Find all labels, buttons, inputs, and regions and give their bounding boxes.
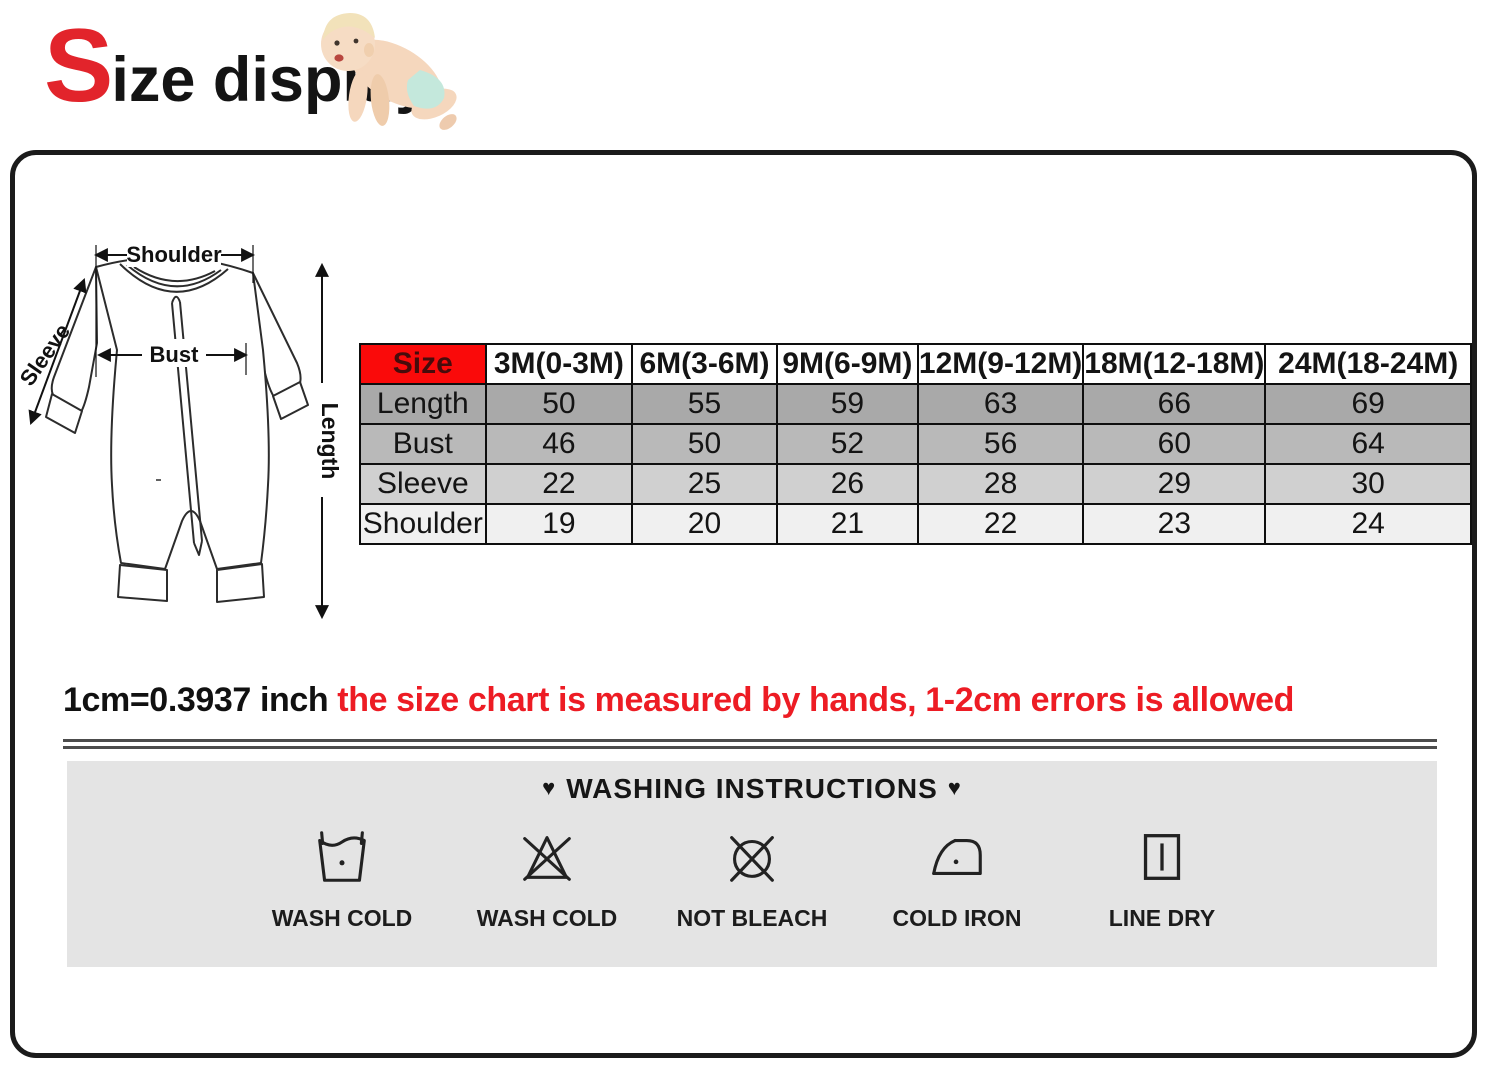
wash-item: WASH COLD [445, 823, 650, 932]
wash-item-label: NOT BLEACH [676, 905, 828, 931]
size-table-header-18m: 18M(12-18M) [1082, 343, 1267, 385]
cell: 26 [775, 463, 919, 505]
baby-photo [321, 13, 457, 130]
bust-measure-label: Bust [150, 342, 200, 367]
cell: 66 [1082, 383, 1267, 425]
cell: 50 [631, 423, 778, 465]
size-table: Size 3M(0-3M) 6M(3-6M) 9M(6-9M) 12M(9-12… [359, 343, 1472, 545]
cell: 63 [916, 383, 1085, 425]
cell: 50 [484, 383, 634, 425]
content-frame: Shoulder Bust Sleeve Length Size 3M(0-3M… [10, 150, 1477, 1058]
cm-inch-conversion: 1cm=0.3937 inch [63, 681, 329, 719]
cell: 46 [484, 423, 634, 465]
cell: 19 [484, 503, 634, 545]
size-table-header-row: Size 3M(0-3M) 6M(3-6M) 9M(6-9M) 12M(9-12… [359, 343, 1472, 385]
cell: 22 [916, 503, 1085, 545]
length-measure-label: Length [317, 403, 343, 480]
size-table-header-6m: 6M(3-6M) [631, 343, 778, 385]
size-table-header-12m: 12M(9-12M) [916, 343, 1085, 385]
row-label: Shoulder [359, 503, 487, 545]
cell: 30 [1264, 463, 1472, 505]
wash-item: LINE DRY [1060, 823, 1265, 932]
cell: 22 [484, 463, 634, 505]
cell: 64 [1264, 423, 1472, 465]
table-row-length: Length 50 55 59 63 66 69 [359, 383, 1472, 425]
table-row-sleeve: Sleeve 22 25 26 28 29 30 [359, 463, 1472, 505]
washing-instructions-panel: ♥ WASHING INSTRUCTIONS ♥ WASH COLD [67, 761, 1437, 967]
shoulder-measure-label: Shoulder [126, 242, 222, 267]
cell: 60 [1082, 423, 1267, 465]
cell: 25 [631, 463, 778, 505]
wash-item-label: WASH COLD [476, 905, 618, 931]
wash-item: WASH COLD [240, 823, 445, 932]
title-initial: S [44, 8, 113, 124]
cell: 28 [916, 463, 1085, 505]
washing-instructions-title: ♥ WASHING INSTRUCTIONS ♥ [67, 773, 1437, 805]
cell: 29 [1082, 463, 1267, 505]
size-table-header-size: Size [359, 343, 487, 385]
cell: 24 [1264, 503, 1472, 545]
wash-item-label: COLD IRON [892, 905, 1022, 931]
do-not-dry-clean-icon [721, 823, 783, 891]
cold-iron-icon [926, 823, 988, 891]
cell: 59 [775, 383, 919, 425]
cell: 20 [631, 503, 778, 545]
do-not-bleach-triangle-icon [516, 823, 578, 891]
wash-basin-icon [311, 823, 373, 891]
wash-item-label: LINE DRY [1108, 905, 1216, 931]
measurement-disclaimer: the size chart is measured by hands, 1-2… [328, 681, 1295, 719]
cell: 21 [775, 503, 919, 545]
washing-icons-row: WASH COLD WASH COLD [67, 823, 1437, 932]
wash-item: NOT BLEACH [650, 823, 855, 932]
wash-item-label: WASH COLD [271, 905, 413, 931]
table-row-shoulder: Shoulder 19 20 21 22 23 24 [359, 503, 1472, 545]
cell: 52 [775, 423, 919, 465]
heart-icon: ♥ [542, 775, 557, 800]
heart-icon: ♥ [947, 775, 962, 800]
cell: 69 [1264, 383, 1472, 425]
double-divider [63, 739, 1437, 749]
row-label: Length [359, 383, 487, 425]
table-row-bust: Bust 46 50 52 56 60 64 [359, 423, 1472, 465]
cell: 56 [916, 423, 1085, 465]
size-table-header-9m: 9M(6-9M) [775, 343, 919, 385]
size-table-header-3m: 3M(0-3M) [484, 343, 634, 385]
line-dry-icon [1131, 823, 1193, 891]
row-label: Sleeve [359, 463, 487, 505]
wash-item: COLD IRON [855, 823, 1060, 932]
measurement-note: 1cm=0.3937 inch the size chart is measur… [63, 681, 1294, 720]
row-label: Bust [359, 423, 487, 465]
washing-title-text: WASHING INSTRUCTIONS [566, 773, 938, 804]
size-table-header-24m: 24M(18-24M) [1264, 343, 1472, 385]
cell: 55 [631, 383, 778, 425]
cell: 23 [1082, 503, 1267, 545]
garment-measurement-diagram: Shoulder Bust Sleeve Length [21, 241, 343, 620]
